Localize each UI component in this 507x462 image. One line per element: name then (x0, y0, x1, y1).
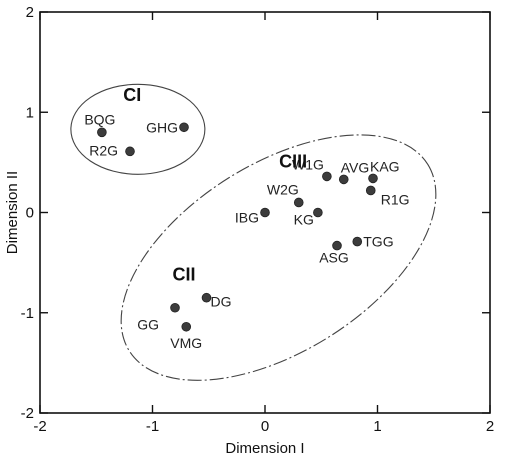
point-label-tgg: TGG (363, 234, 393, 250)
data-point-kag (368, 173, 378, 184)
point-label-r2g: R2G (89, 142, 118, 158)
data-point-r2g (125, 146, 135, 157)
data-point-tgg (352, 236, 363, 247)
point-label-avg: AVG (341, 159, 370, 175)
axis-ticks (39, 11, 491, 414)
data-point-gg (170, 302, 180, 313)
point-label-w1g: W1G (292, 156, 324, 172)
point-label-kg: KG (294, 212, 314, 228)
x-tick-label: -1 (146, 418, 159, 435)
data-point-bqg (97, 127, 107, 138)
point-label-ghg: GHG (146, 119, 178, 135)
y-tick-label: -1 (21, 305, 34, 322)
cluster-label-ci: CI (123, 85, 141, 105)
data-point-avg (338, 174, 349, 185)
y-tick-label: 1 (26, 104, 34, 121)
data-point-kg (313, 207, 323, 218)
x-axis-label: Dimension I (225, 440, 304, 457)
x-tick-label: 2 (486, 418, 494, 435)
cluster-boundaries (70, 83, 437, 381)
y-tick-label: -2 (21, 405, 34, 422)
axis-tick-labels: -2 -1 0 1 2 -2 -1 0 1 2 (21, 4, 495, 435)
y-tick-label: 0 (26, 205, 34, 222)
x-tick-label: 0 (261, 418, 269, 435)
cluster-boundary-ci (70, 83, 206, 175)
data-point-asg (332, 240, 342, 251)
x-tick-label: -2 (33, 418, 46, 435)
cluster-label-cii: CII (172, 265, 195, 285)
cluster-labels: CI CII CIII (123, 85, 307, 284)
x-tick-label: 1 (373, 418, 381, 435)
point-label-ibg: IBG (235, 210, 259, 226)
point-label-r1g: R1G (381, 191, 410, 207)
data-point-w1g (322, 171, 332, 182)
point-label-vmg: VMG (170, 335, 202, 351)
data-points: BQG R2G GHG W1G AVG KAG R1G W2G IBG KG ASG TGG DG GG V… (84, 111, 409, 350)
data-point-ghg (179, 122, 189, 133)
data-point-w2g (293, 197, 304, 208)
point-label-dg: DG (211, 294, 232, 310)
data-point-r1g (365, 185, 376, 196)
y-tick-label: 2 (26, 4, 34, 21)
data-point-ibg (260, 207, 270, 218)
point-label-kag: KAG (370, 158, 400, 174)
cluster-label-ciii: CIII (279, 151, 307, 171)
y-axis-label: Dimension II (4, 171, 21, 254)
cluster-boundary-cii-ciii (120, 134, 437, 381)
point-label-gg: GG (137, 317, 159, 333)
point-label-asg: ASG (319, 250, 349, 266)
point-label-bqg: BQG (84, 111, 115, 127)
data-point-vmg (181, 321, 192, 332)
data-point-dg (201, 292, 212, 303)
point-label-w2g: W2G (267, 181, 299, 197)
